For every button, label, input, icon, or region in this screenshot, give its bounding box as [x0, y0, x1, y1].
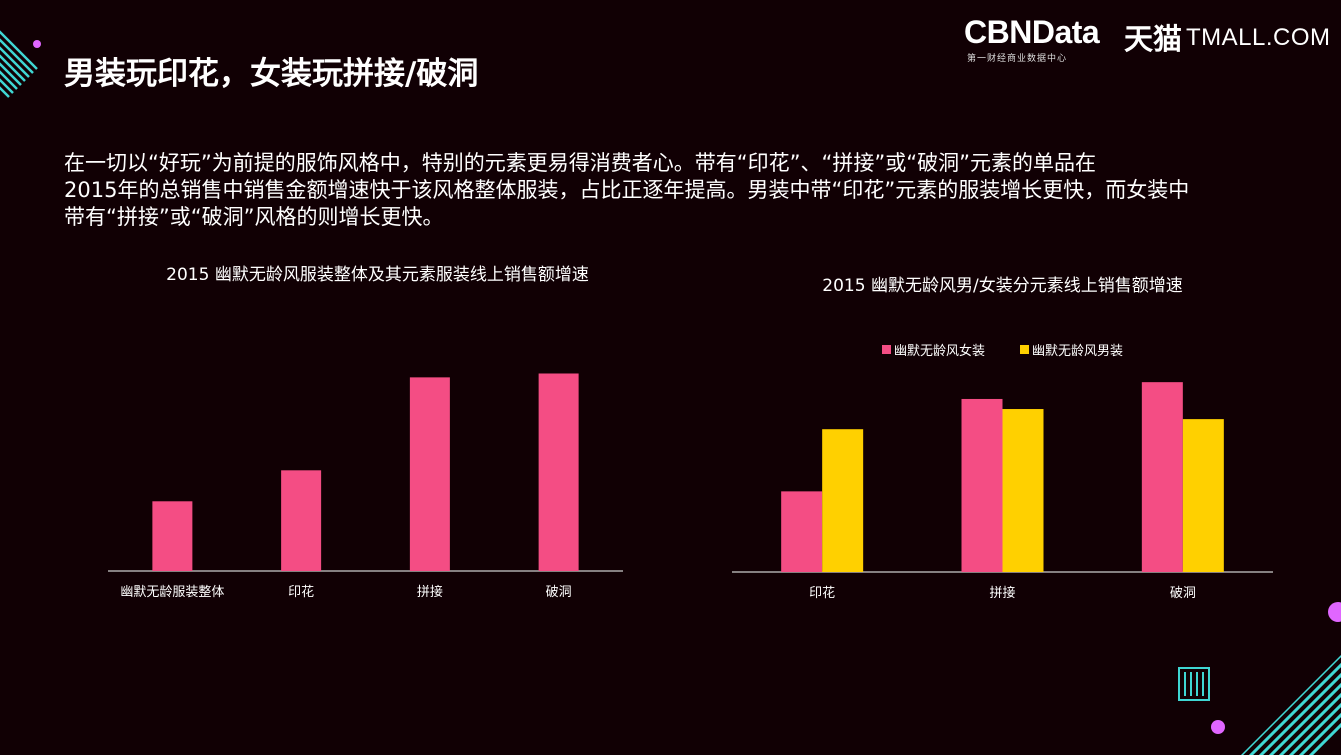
chart1-x-tick-label: 幽默无龄服装整体 [120, 584, 224, 600]
chart2-bar [1002, 409, 1044, 572]
tmall-logo-cn: 天猫 [1124, 22, 1183, 56]
intro-line: 2015年的总销售中销售金额增速快于该风格整体服装，占比正逐年提高。男装中带“印… [64, 178, 1190, 202]
chart2-bar [822, 429, 864, 572]
chart2-legend-swatch [882, 345, 891, 354]
chart1-x-tick-label: 破洞 [546, 585, 572, 600]
chart1-bar [281, 470, 322, 571]
intro-paragraph: 在一切以“好玩”为前提的服饰风格中，特别的元素更易得消费者心。带有“印花”、“拼… [64, 150, 1294, 231]
intro-line: 在一切以“好玩”为前提的服饰风格中，特别的元素更易得消费者心。带有“印花”、“拼… [64, 151, 1097, 175]
chart1-bar [538, 373, 579, 571]
chart2-title: 2015 幽默无龄风男/女装分元素线上销售额增速 [822, 276, 1182, 296]
corner-decoration-bottom-right [1178, 602, 1341, 755]
chart1-bar [409, 377, 450, 571]
chart2-legend-label: 幽默无龄风女装 [894, 343, 985, 359]
chart2-x-tick-label: 印花 [809, 585, 835, 601]
cbndata-logo-subtitle: 第一财经商业数据中心 [967, 54, 1068, 64]
intro-line: 带有“拼接”或“破洞”风格的则增长更快。 [64, 205, 444, 229]
chart1-x-tick-label: 拼接 [417, 584, 443, 600]
cbndata-logo: CBNData [964, 14, 1100, 50]
page-title: 男装玩印花，女装玩拼接/破洞 [64, 56, 479, 92]
chart2-bar [781, 491, 823, 572]
chart2-legend-swatch [1020, 345, 1029, 354]
tmall-logo-en: TMALL.COM [1186, 24, 1331, 51]
chart2-bar [1182, 419, 1224, 572]
chart2-bar [1141, 382, 1183, 572]
chart2-x-tick-label: 拼接 [989, 585, 1015, 601]
chart2-bar [961, 398, 1003, 572]
chart2-legend-label: 幽默无龄风男装 [1032, 343, 1123, 359]
chart1-bar [152, 501, 193, 571]
chart2-x-tick-label: 破洞 [1170, 586, 1196, 601]
chart1-title: 2015 幽默无龄风服装整体及其元素服装线上销售额增速 [166, 265, 589, 285]
chart1-x-tick-label: 印花 [288, 584, 314, 600]
corner-decoration-top-left [0, 30, 41, 106]
